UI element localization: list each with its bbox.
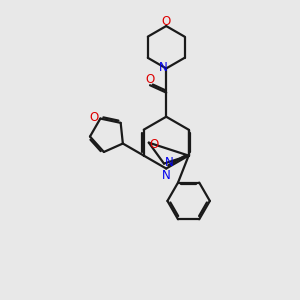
Text: O: O: [146, 74, 154, 86]
Text: O: O: [162, 15, 171, 28]
Text: N: N: [165, 156, 174, 169]
Text: O: O: [149, 138, 159, 151]
Text: N: N: [162, 169, 171, 182]
Text: N: N: [159, 61, 168, 74]
Text: O: O: [90, 111, 99, 124]
